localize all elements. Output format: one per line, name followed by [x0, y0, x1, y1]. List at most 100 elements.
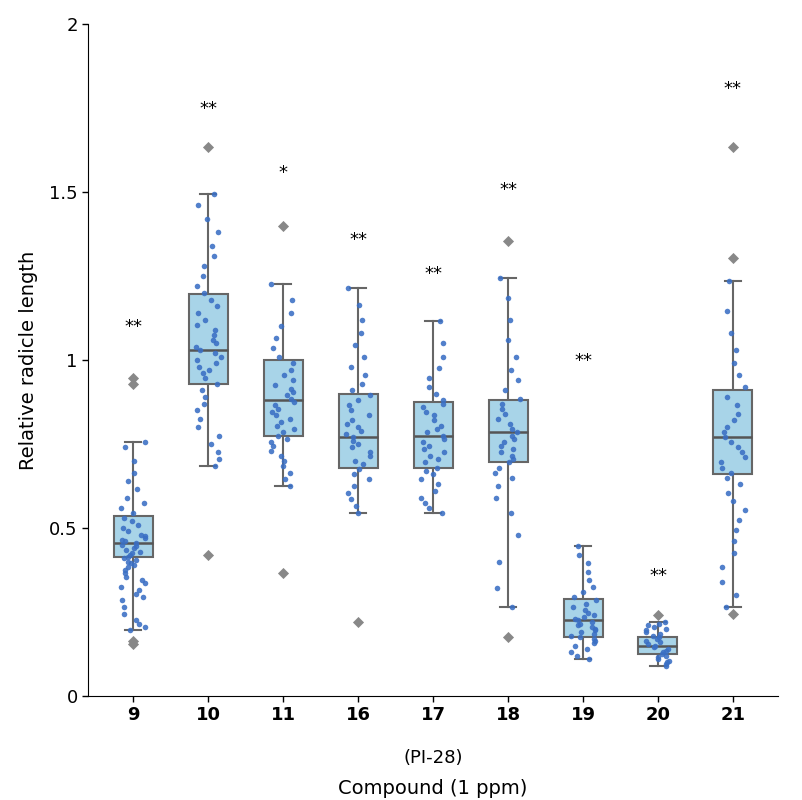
Point — [724, 436, 737, 449]
Point — [727, 607, 739, 620]
Point — [197, 286, 210, 299]
Point — [192, 306, 205, 319]
Point — [581, 557, 594, 570]
Point — [267, 342, 280, 354]
Point — [342, 282, 354, 294]
Point — [346, 434, 359, 447]
Point — [352, 506, 365, 519]
Point — [136, 574, 148, 586]
Point — [135, 528, 148, 541]
Point — [340, 427, 353, 440]
Point — [739, 451, 751, 464]
Point — [277, 567, 290, 580]
Point — [507, 442, 520, 455]
Point — [511, 426, 524, 438]
Point — [350, 500, 363, 513]
Point — [642, 619, 655, 632]
Point — [581, 566, 594, 578]
Point — [269, 378, 282, 391]
Bar — [564, 598, 602, 637]
Point — [721, 471, 734, 484]
Point — [283, 413, 296, 426]
Text: **: ** — [649, 567, 667, 585]
Point — [205, 438, 217, 450]
Point — [427, 468, 439, 481]
Point — [654, 636, 666, 649]
Point — [507, 453, 520, 466]
Point — [731, 441, 744, 454]
Point — [130, 554, 143, 566]
Point — [659, 644, 672, 657]
Point — [739, 503, 751, 516]
Point — [586, 581, 599, 594]
Point — [588, 637, 601, 650]
Point — [118, 601, 131, 614]
Point — [432, 362, 445, 374]
Point — [189, 340, 202, 353]
Point — [125, 515, 138, 528]
Point — [423, 439, 435, 452]
Point — [509, 350, 522, 363]
Point — [419, 465, 432, 478]
Point — [121, 555, 134, 568]
Point — [588, 627, 601, 640]
Point — [345, 404, 358, 417]
Point — [505, 422, 518, 435]
Point — [348, 338, 361, 351]
Point — [138, 621, 151, 634]
Point — [132, 584, 145, 597]
Point — [207, 187, 220, 200]
Point — [131, 483, 144, 496]
Point — [655, 648, 668, 661]
Point — [115, 534, 128, 546]
Point — [280, 433, 293, 446]
Point — [588, 634, 601, 647]
Point — [210, 337, 223, 350]
Point — [581, 606, 594, 619]
Text: **: ** — [424, 265, 442, 282]
Point — [197, 270, 210, 282]
Point — [285, 306, 298, 319]
Point — [573, 630, 586, 643]
Point — [647, 641, 660, 654]
Bar — [414, 402, 452, 467]
Point — [127, 506, 140, 519]
Point — [198, 314, 211, 326]
Point — [277, 369, 290, 382]
Point — [264, 278, 277, 290]
Point — [732, 514, 745, 526]
Point — [728, 357, 741, 370]
Point — [347, 479, 360, 492]
Point — [139, 530, 152, 542]
Point — [197, 259, 210, 272]
Point — [115, 594, 128, 606]
Point — [493, 461, 506, 474]
Point — [568, 612, 581, 625]
Point — [348, 454, 361, 467]
Point — [495, 446, 508, 458]
Point — [190, 404, 203, 417]
Point — [287, 357, 300, 370]
Point — [287, 374, 300, 386]
Point — [423, 450, 436, 462]
Point — [572, 614, 585, 627]
Point — [731, 399, 743, 412]
Point — [117, 511, 130, 524]
Point — [659, 658, 672, 670]
Point — [654, 627, 666, 640]
Point — [640, 624, 653, 637]
Point — [658, 616, 671, 629]
Point — [191, 354, 204, 366]
Point — [198, 372, 211, 385]
Point — [727, 547, 740, 560]
Point — [129, 540, 142, 553]
Point — [128, 558, 140, 571]
Point — [122, 525, 135, 538]
Point — [280, 389, 293, 402]
Point — [646, 629, 659, 642]
Point — [119, 570, 132, 583]
Point — [208, 250, 221, 262]
Point — [492, 479, 504, 492]
Point — [191, 318, 204, 331]
Point — [640, 634, 653, 647]
